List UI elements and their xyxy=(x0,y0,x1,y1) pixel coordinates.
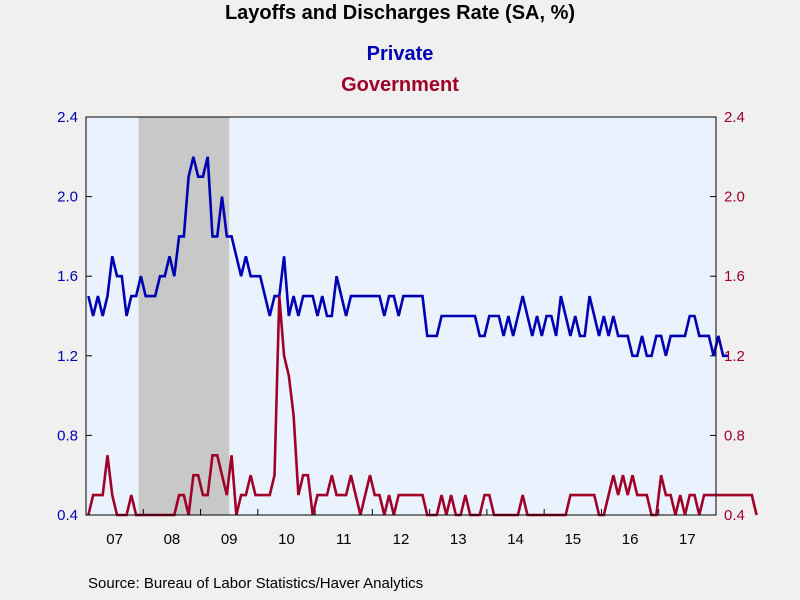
series-label-private: Private xyxy=(367,43,434,65)
x-tick-label: 07 xyxy=(106,531,123,548)
x-tick-label: 11 xyxy=(336,531,352,548)
right-tick-label: 0.4 xyxy=(724,507,745,524)
left-tick-label: 1.6 xyxy=(57,268,78,285)
x-tick-label: 12 xyxy=(393,531,410,548)
series-line-government xyxy=(87,295,758,517)
x-tick-label: 10 xyxy=(278,531,295,548)
right-tick-label: 1.6 xyxy=(724,268,745,285)
left-tick-label: 0.8 xyxy=(57,427,78,444)
left-axis: 0.4 0.8 1.2 1.6 2.0 2.4 xyxy=(57,109,92,524)
x-tick-label: 16 xyxy=(622,531,639,548)
series-label-government: Government xyxy=(341,74,459,96)
left-tick-label: 2.0 xyxy=(57,189,78,206)
left-tick-label: 0.4 xyxy=(57,507,78,524)
series-line-private xyxy=(87,156,728,358)
left-tick-label: 2.4 xyxy=(57,109,78,126)
recession-shading xyxy=(138,117,230,515)
right-tick-label: 1.2 xyxy=(724,348,745,365)
plot-frame xyxy=(85,116,717,516)
x-tick-label: 13 xyxy=(450,531,467,548)
source-note: Source: Bureau of Labor Statistics/Haver… xyxy=(88,575,423,592)
x-tick-label: 15 xyxy=(564,531,581,548)
right-tick-label: 0.8 xyxy=(724,427,745,444)
chart-title: Layoffs and Discharges Rate (SA, %) xyxy=(225,2,575,24)
x-tick-label: 14 xyxy=(507,531,524,548)
x-tick-label: 09 xyxy=(221,531,238,548)
right-tick-label: 2.0 xyxy=(724,189,745,206)
series-lines xyxy=(87,156,758,517)
right-tick-label: 2.4 xyxy=(724,109,745,126)
x-axis: 07 08 09 10 11 12 13 14 15 16 17 xyxy=(106,509,696,548)
left-tick-label: 1.2 xyxy=(57,348,78,365)
x-tick-label: 17 xyxy=(679,531,696,548)
x-tick-label: 08 xyxy=(164,531,181,548)
